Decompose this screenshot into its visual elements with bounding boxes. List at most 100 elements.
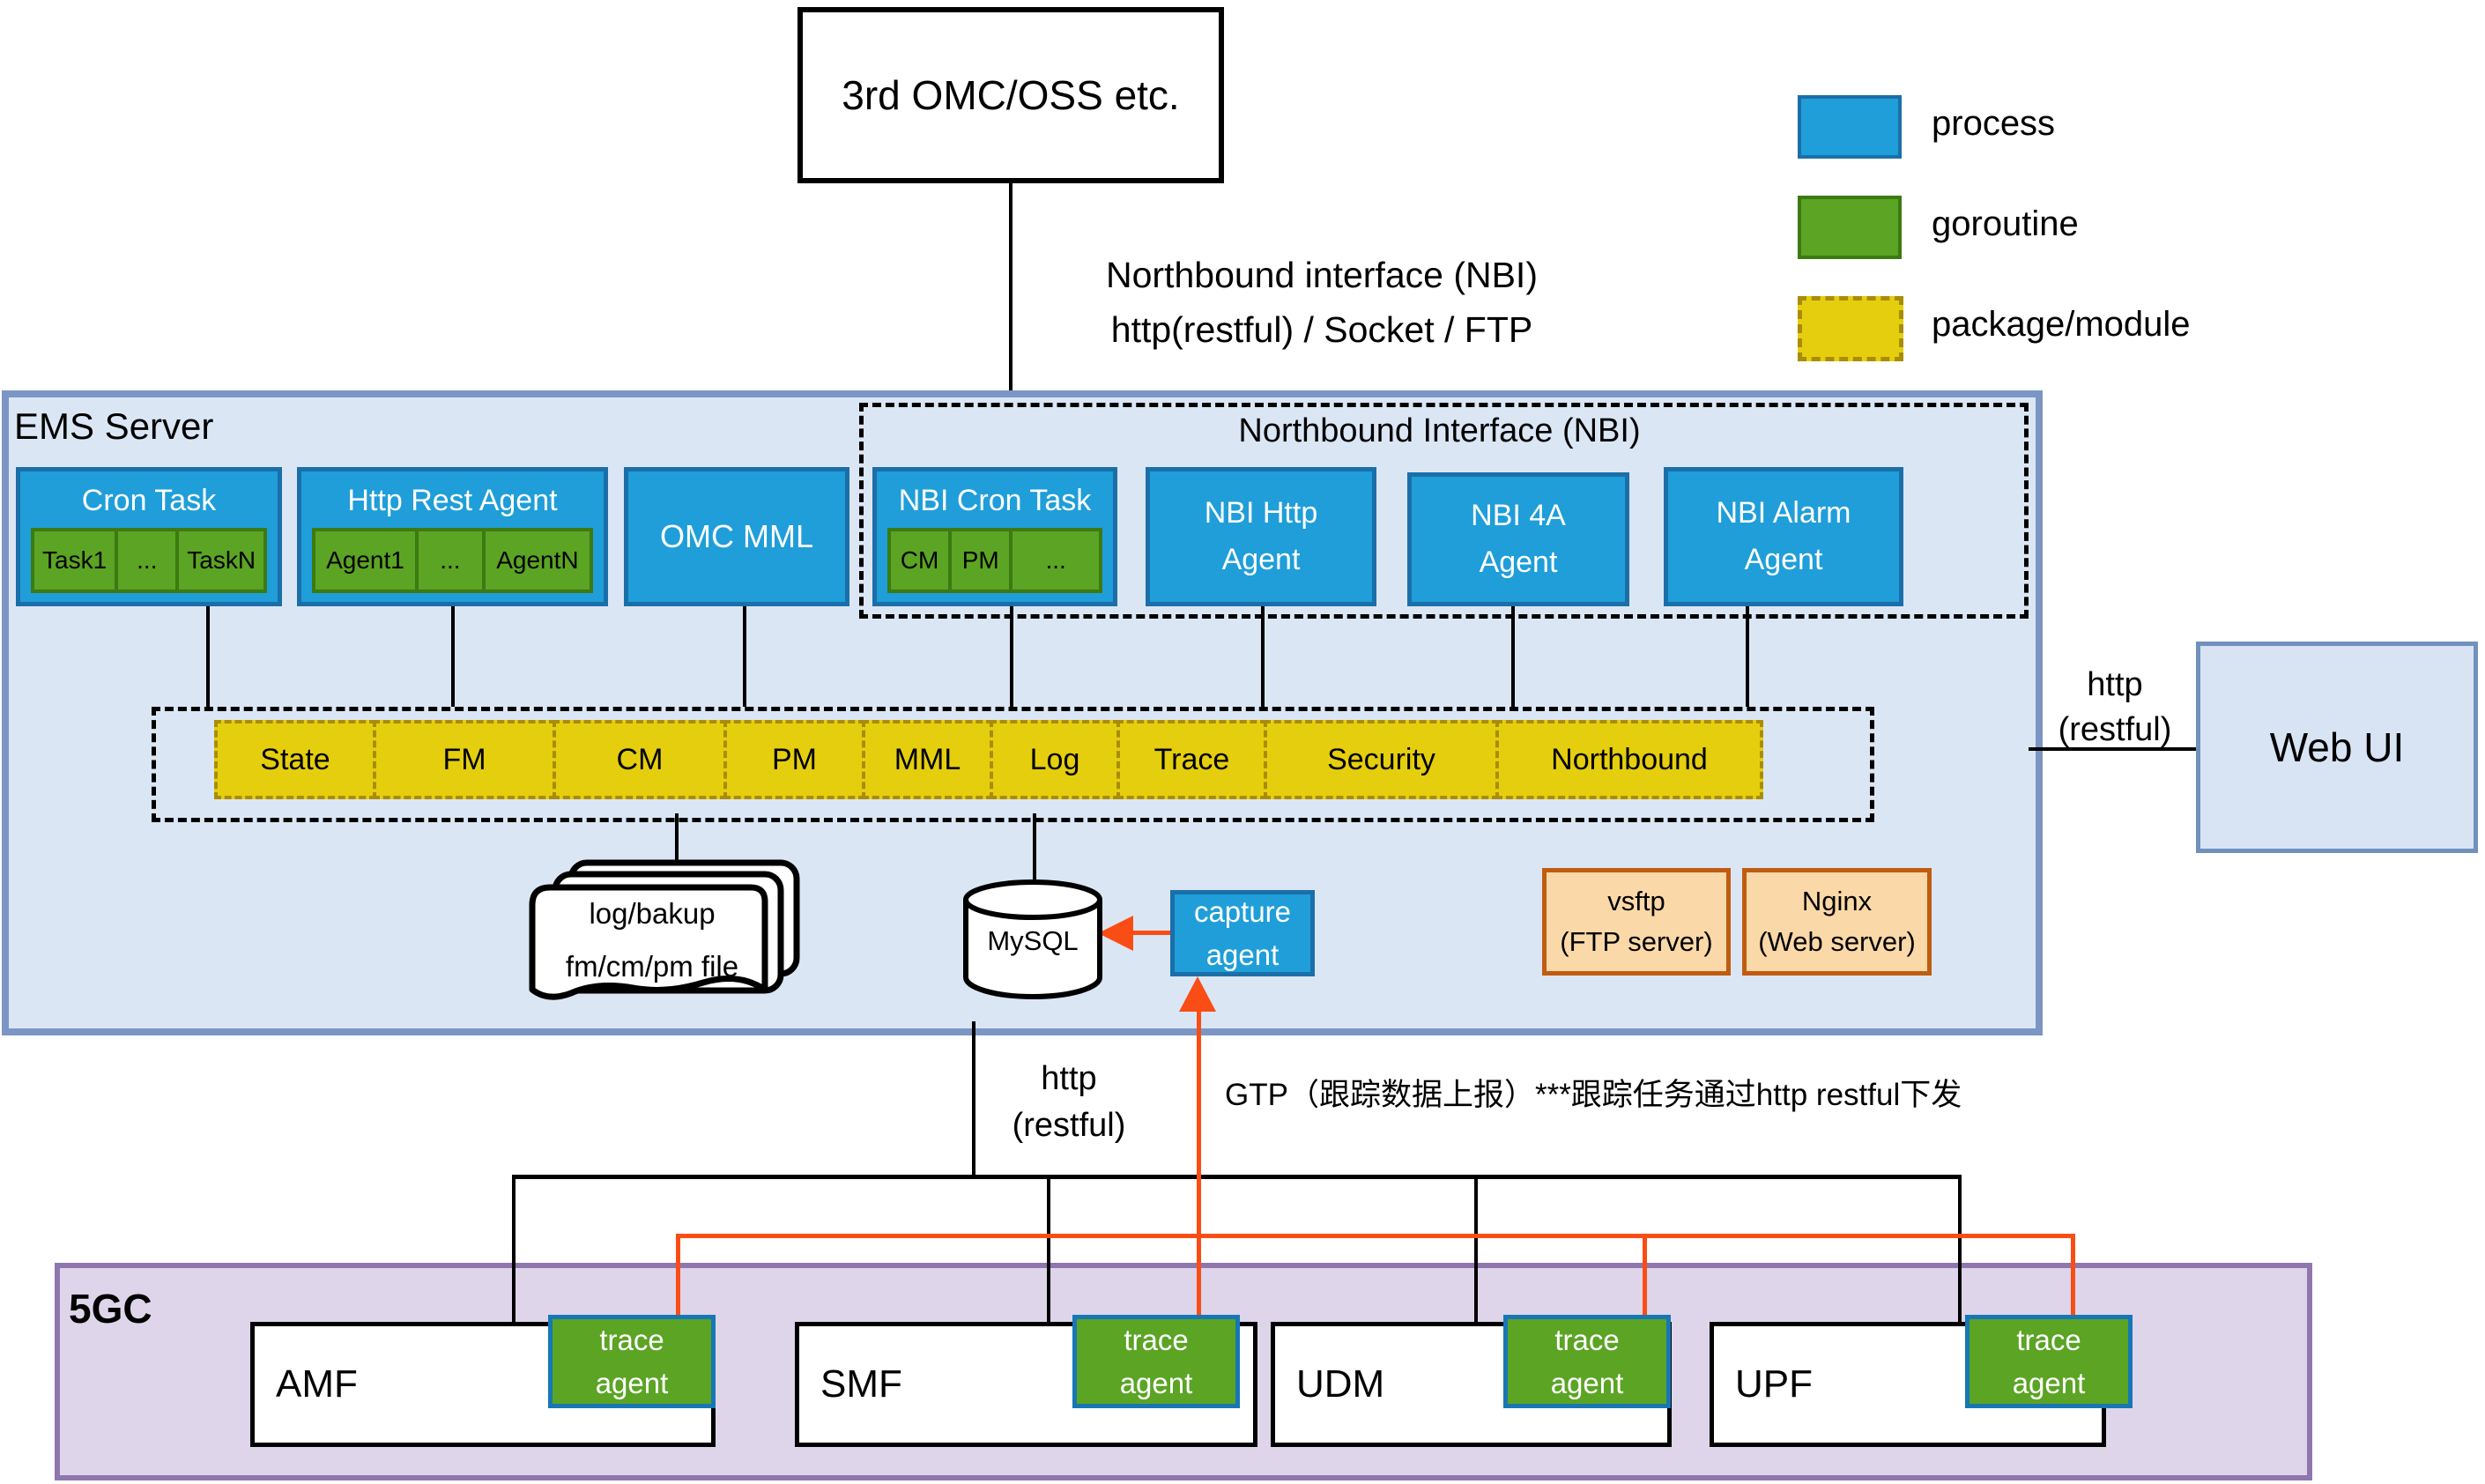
south-http-line1: http (1041, 1060, 1097, 1097)
nbi-alarm-agent-box: NBI Alarm Agent (1664, 467, 1903, 606)
webui-link-label: http (restful) (2036, 663, 2194, 753)
nbi-alarm-agent-title: NBI Alarm Agent (1716, 496, 1851, 576)
trace-agent-amf-line1: trace (599, 1323, 664, 1356)
trace-agent-upf: trace agent (1965, 1315, 2133, 1408)
module-pm: PM (723, 720, 865, 799)
nbi-http-agent-box: NBI Http Agent (1146, 467, 1376, 606)
webui-link-line2: (restful) (2058, 711, 2172, 749)
module-log: Log (990, 720, 1120, 799)
connector-omc-to-ems (1009, 183, 1013, 390)
arrow-capture-to-mysql-line (1131, 931, 1172, 935)
file-stack-line2: fm/cm/pm file (565, 950, 739, 983)
nbi-cron-task-title: NBI Cron Task (898, 484, 1092, 517)
legend-package-label: package/module (1932, 304, 2191, 344)
trace-agent-smf-line2: agent (1119, 1367, 1193, 1399)
connector-bus-to-upf (1958, 1175, 1962, 1322)
goroutine-task1: Task1 (34, 531, 115, 590)
trace-drop-amf (676, 1234, 680, 1318)
capture-agent-label: capture agent (1194, 890, 1291, 977)
connector-ems-to-webui (2029, 747, 2196, 751)
connector-bus-to-smf (1047, 1175, 1050, 1322)
nf-label-amf: AMF (276, 1362, 358, 1406)
omc-mml-box: OMC MML (624, 467, 849, 606)
capture-agent-line2: agent (1205, 939, 1280, 971)
trace-agent-udm: trace agent (1503, 1315, 1671, 1408)
nginx-box: Nginx (Web server) (1742, 868, 1932, 976)
http-rest-agent-box: Http Rest Agent Agent1 ... AgentN (297, 467, 608, 606)
connector-nbicron-modules (1010, 606, 1013, 707)
trace-agent-upf-line1: trace (2016, 1323, 2081, 1356)
connector-omcmml-modules (743, 606, 746, 707)
goroutine-agent1: Agent1 (315, 531, 415, 590)
legend-goroutine-swatch (1798, 196, 1902, 259)
trace-drop-upf (2071, 1234, 2075, 1318)
nbi-cron-task-box: NBI Cron Task CM PM ... (872, 467, 1117, 606)
connector-nbialarm-modules (1746, 606, 1749, 707)
module-fm: FM (373, 720, 556, 799)
south-http-line2: (restful) (1012, 1107, 1126, 1145)
module-state: State (214, 720, 376, 799)
nf-label-udm: UDM (1296, 1362, 1385, 1406)
connector-nbihttp-modules (1261, 606, 1265, 707)
nbi-cron-task-goroutines: CM PM ... (887, 528, 1102, 593)
omc-mml-title: OMC MML (660, 518, 813, 554)
nbi-link-line2: http(restful) / Socket / FTP (1110, 308, 1533, 350)
trace-agent-udm-line1: trace (1554, 1323, 1620, 1356)
vsftp-box: vsftp (FTP server) (1542, 868, 1731, 976)
http-rest-agent-title: Http Rest Agent (347, 484, 558, 517)
legend-goroutine-label: goroutine (1932, 204, 2079, 243)
legend-package-swatch (1798, 296, 1903, 361)
goroutine-pm: PM (952, 531, 1010, 590)
connector-bus-to-amf (512, 1175, 516, 1322)
nbi-4a-agent-title: NBI 4A Agent (1471, 499, 1566, 579)
legend-process-label: process (1932, 103, 2056, 143)
http-rest-agent-goroutines: Agent1 ... AgentN (312, 528, 593, 593)
goroutine-cm: CM (891, 531, 949, 590)
nf-label-smf: SMF (820, 1362, 902, 1406)
web-ui-label: Web UI (2269, 724, 2405, 770)
goroutine-taskn: TaskN (179, 531, 263, 590)
trace-agent-udm-line2: agent (1550, 1367, 1624, 1399)
trace-agent-upf-line2: agent (2012, 1367, 2086, 1399)
connector-httprest-modules (451, 606, 455, 707)
web-ui-box: Web UI (2196, 642, 2478, 853)
file-stack-icon (529, 859, 800, 1000)
module-cm: CM (553, 720, 727, 799)
module-row: State FM CM PM MML Log Trace Security No… (214, 720, 1763, 799)
goroutine-nbi-ellipsis: ... (1013, 531, 1099, 590)
cron-task-goroutines: Task1 ... TaskN (31, 528, 267, 593)
gtp-note-label: GTP（跟踪数据上报）***跟踪任务通过http restful下发 (1225, 1078, 1962, 1112)
goroutine-task-ellipsis: ... (118, 531, 176, 590)
vsftp-label: vsftp (FTP server) (1560, 881, 1712, 963)
vsftp-line1: vsftp (1607, 885, 1665, 916)
connector-ems-to-bus (972, 1021, 975, 1176)
legend-process-swatch (1798, 95, 1902, 159)
trace-main-vertical-line (1197, 1005, 1201, 1322)
module-northbound: Northbound (1495, 720, 1763, 799)
vsftp-line2: (FTP server) (1560, 926, 1713, 957)
connector-modules-files (675, 813, 679, 864)
capture-agent-box: capture agent (1170, 890, 1315, 976)
file-stack-line1: log/bakup (589, 897, 716, 930)
module-mml: MML (862, 720, 993, 799)
cron-task-title: Cron Task (81, 484, 217, 517)
trace-agent-amf: trace agent (548, 1315, 716, 1408)
connector-nbi4a-modules (1511, 606, 1515, 707)
nbi-link-line1: Northbound interface (NBI) (1106, 255, 1538, 295)
webui-link-line1: http (2087, 666, 2143, 703)
connector-modules-mysql (1033, 813, 1036, 880)
connector-bus-to-udm (1474, 1175, 1478, 1322)
goroutine-agentn: AgentN (485, 531, 590, 590)
trace-agent-amf-line2: agent (595, 1367, 669, 1399)
mysql-database-icon (963, 879, 1102, 999)
module-security: Security (1264, 720, 1499, 799)
connector-crontask-modules (206, 606, 210, 707)
nginx-label: Nginx (Web server) (1758, 881, 1916, 963)
nginx-line2: (Web server) (1758, 926, 1916, 957)
nbi-link-label: Northbound interface (NBI) http(restful)… (1040, 249, 1604, 357)
nbi-container-title: Northbound Interface (NBI) (1238, 412, 1641, 449)
bus-line (512, 1175, 1962, 1179)
external-omc-oss-box: 3rd OMC/OSS etc. (797, 7, 1224, 183)
south-http-label: http (restful) (985, 1056, 1153, 1149)
